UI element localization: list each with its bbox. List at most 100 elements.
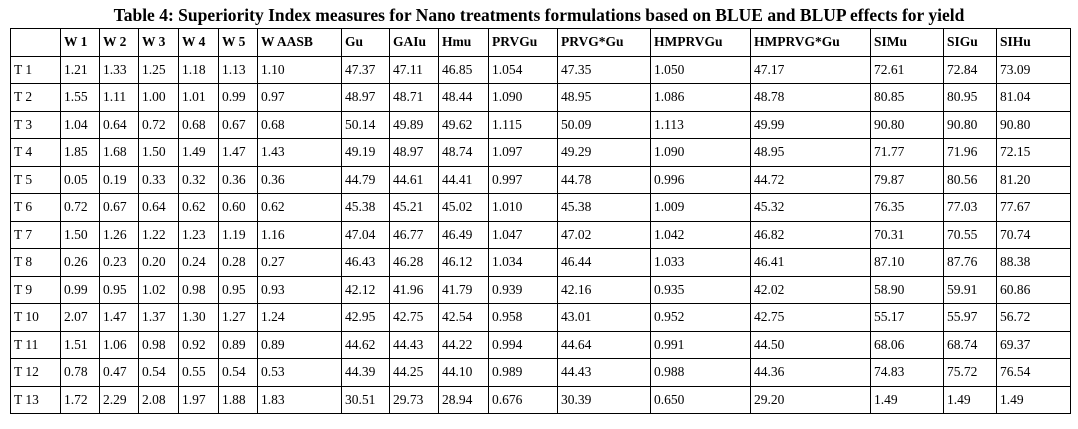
- table-cell: 46.12: [438, 248, 489, 277]
- column-header: SIHu: [996, 28, 1071, 57]
- table-cell: 0.62: [257, 193, 342, 222]
- table-cell: 60.86: [996, 275, 1071, 304]
- table-row: T 13 1.72 2.29 2.08 1.97 1.88 1.83 30.51 29.73 28…: [10, 385, 1071, 414]
- table-cell: 45.32: [750, 193, 871, 222]
- table-cell: 1.50: [60, 220, 100, 249]
- table-cell: 1.042: [650, 220, 751, 249]
- row-label: T 12: [10, 358, 61, 387]
- table-cell: 81.04: [996, 83, 1071, 112]
- table-cell: 55.97: [943, 303, 997, 332]
- table-row: T 5 0.05 0.19 0.33 0.32 0.36 0.36 44.79 44.61 44.…: [10, 165, 1071, 194]
- table-cell: 47.17: [750, 55, 871, 84]
- table-cell: 45.21: [389, 193, 439, 222]
- table-cell: 2.07: [60, 303, 100, 332]
- table-cell: 42.12: [341, 275, 390, 304]
- table-cell: 1.25: [138, 55, 179, 84]
- table-cell: 80.95: [943, 83, 997, 112]
- table-cell: 0.20: [138, 248, 179, 277]
- table-cell: 0.89: [218, 330, 258, 359]
- table-cell: 42.75: [389, 303, 439, 332]
- table-cell: 44.72: [750, 165, 871, 194]
- table-cell: 42.75: [750, 303, 871, 332]
- table-cell: 0.988: [650, 358, 751, 387]
- table-row: T 4 1.85 1.68 1.50 1.49 1.47 1.43 49.19 48.97 48.…: [10, 138, 1071, 167]
- table-cell: 0.676: [488, 385, 558, 414]
- table-cell: 1.83: [257, 385, 342, 414]
- table-cell: 75.72: [943, 358, 997, 387]
- table-cell: 0.68: [178, 110, 219, 139]
- row-label: T 1: [10, 55, 61, 84]
- table-cell: 1.033: [650, 248, 751, 277]
- column-header: W 5: [218, 28, 258, 57]
- row-label: T 3: [10, 110, 61, 139]
- table-cell: 48.95: [557, 83, 651, 112]
- table-cell: 0.650: [650, 385, 751, 414]
- table-cell: 46.77: [389, 220, 439, 249]
- table-cell: 48.44: [438, 83, 489, 112]
- table-cell: 50.14: [341, 110, 390, 139]
- table-cell: 42.02: [750, 275, 871, 304]
- table-cell: 58.90: [870, 275, 944, 304]
- table-cell: 0.26: [60, 248, 100, 277]
- table-cell: 47.04: [341, 220, 390, 249]
- table-cell: 44.36: [750, 358, 871, 387]
- table-cell: 0.939: [488, 275, 558, 304]
- table-cell: 1.115: [488, 110, 558, 139]
- table-cell: 1.16: [257, 220, 342, 249]
- table-cell: 1.034: [488, 248, 558, 277]
- table-cell: 41.79: [438, 275, 489, 304]
- table-cell: 0.55: [178, 358, 219, 387]
- table-cell: 44.64: [557, 330, 651, 359]
- table-cell: 49.29: [557, 138, 651, 167]
- table-cell: 1.090: [650, 138, 751, 167]
- table-cell: 0.05: [60, 165, 100, 194]
- table-cell: 0.72: [60, 193, 100, 222]
- column-header: W 1: [60, 28, 100, 57]
- table-cell: 48.74: [438, 138, 489, 167]
- row-label: T 11: [10, 330, 61, 359]
- table-cell: 1.47: [218, 138, 258, 167]
- row-label: T 6: [10, 193, 61, 222]
- table-cell: 90.80: [996, 110, 1071, 139]
- table-cell: 71.77: [870, 138, 944, 167]
- table-cell: 0.97: [257, 83, 342, 112]
- table-cell: 74.83: [870, 358, 944, 387]
- table-cell: 0.95: [218, 275, 258, 304]
- table-cell: 41.96: [389, 275, 439, 304]
- table-cell: 48.97: [341, 83, 390, 112]
- table-cell: 46.82: [750, 220, 871, 249]
- table-cell: 42.54: [438, 303, 489, 332]
- table-cell: 1.00: [138, 83, 179, 112]
- row-label: T 9: [10, 275, 61, 304]
- table-cell: 47.02: [557, 220, 651, 249]
- table-cell: 1.47: [99, 303, 139, 332]
- table-cell: 72.61: [870, 55, 944, 84]
- table-cell: 1.37: [138, 303, 179, 332]
- table-cell: 0.93: [257, 275, 342, 304]
- table-cell: 0.32: [178, 165, 219, 194]
- column-header: PRVGu: [488, 28, 558, 57]
- table-cell: 81.20: [996, 165, 1071, 194]
- table-cell: 0.23: [99, 248, 139, 277]
- table-cell: 1.21: [60, 55, 100, 84]
- table-cell: 46.49: [438, 220, 489, 249]
- table-cell: 0.98: [178, 275, 219, 304]
- table-cell: 0.997: [488, 165, 558, 194]
- table-cell: 90.80: [943, 110, 997, 139]
- table-cell: 0.36: [257, 165, 342, 194]
- table-cell: 1.27: [218, 303, 258, 332]
- table-cell: 0.60: [218, 193, 258, 222]
- table-cell: 1.06: [99, 330, 139, 359]
- table-cell: 48.78: [750, 83, 871, 112]
- table-cell: 1.04: [60, 110, 100, 139]
- table-cell: 45.02: [438, 193, 489, 222]
- table-cell: 49.19: [341, 138, 390, 167]
- table-cell: 46.28: [389, 248, 439, 277]
- table-cell: 0.24: [178, 248, 219, 277]
- table-cell: 43.01: [557, 303, 651, 332]
- table-cell: 0.994: [488, 330, 558, 359]
- table-cell: 1.097: [488, 138, 558, 167]
- table-cell: 1.22: [138, 220, 179, 249]
- table-row: T 7 1.50 1.26 1.22 1.23 1.19 1.16 47.04 46.77 46.…: [10, 220, 1071, 249]
- table-cell: 1.086: [650, 83, 751, 112]
